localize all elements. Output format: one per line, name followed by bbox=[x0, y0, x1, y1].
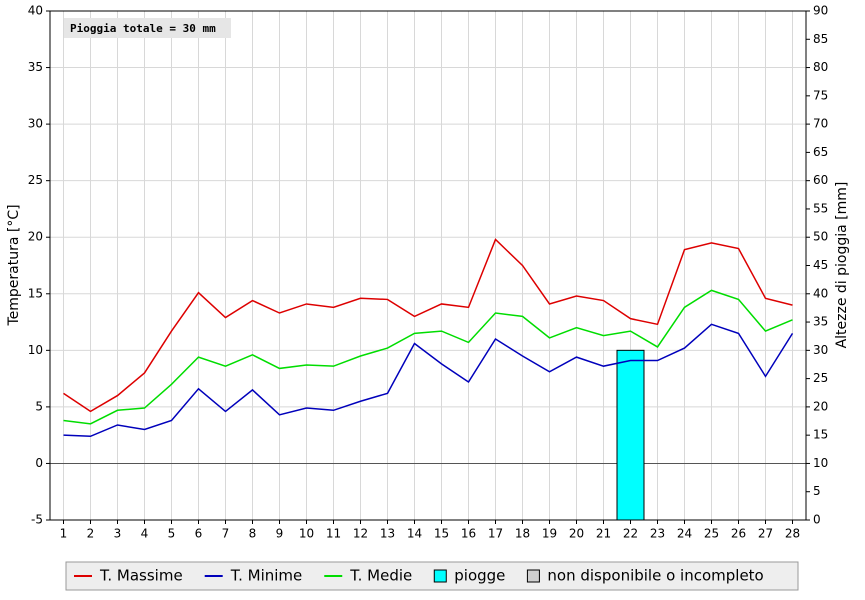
x-tick-label: 22 bbox=[623, 527, 638, 541]
x-tick-label: 16 bbox=[461, 527, 476, 541]
legend-label: piogge bbox=[454, 567, 505, 585]
y2-tick-label: 0 bbox=[813, 513, 821, 527]
x-tick-label: 13 bbox=[380, 527, 395, 541]
legend: T. Massime T. Minime T. Medie piogge non dis… bbox=[74, 567, 764, 585]
legend-label: T. Minime bbox=[230, 567, 303, 585]
legend-label: T. Massime bbox=[99, 567, 183, 585]
y-tick-label: -5 bbox=[31, 513, 43, 527]
y-tick-label: 0 bbox=[35, 456, 43, 470]
line-series bbox=[63, 323, 794, 438]
x-tick-label: 5 bbox=[168, 527, 176, 541]
legend-swatch bbox=[526, 569, 540, 583]
y-tick-label: 5 bbox=[35, 399, 43, 413]
x-tick-label: 25 bbox=[704, 527, 719, 541]
y-tick-label: 25 bbox=[28, 173, 43, 187]
x-tick-label: 3 bbox=[114, 527, 122, 541]
line-series bbox=[63, 238, 793, 413]
legend-box bbox=[65, 561, 799, 591]
x-tick-label: 27 bbox=[758, 527, 773, 541]
x-tick-label: 12 bbox=[353, 527, 368, 541]
legend-label: T. Medie bbox=[349, 567, 412, 585]
y2-tick-label: 25 bbox=[813, 371, 828, 385]
y2-tick-label: 40 bbox=[813, 286, 828, 300]
annotation: Pioggia totale = 30 mm bbox=[70, 22, 216, 35]
x-tick-label: 9 bbox=[276, 527, 284, 541]
y2-tick-label: 15 bbox=[813, 428, 828, 442]
x-tick-label: 11 bbox=[326, 527, 341, 541]
y2-axis-label: Altezze di pioggia [mm] bbox=[834, 182, 850, 349]
annotation-box bbox=[64, 18, 231, 38]
plot-frame bbox=[49, 10, 807, 521]
y2-tick-label: 60 bbox=[813, 173, 828, 187]
x-tick-label: 28 bbox=[785, 527, 800, 541]
x-tick-label: 19 bbox=[542, 527, 557, 541]
x-tick-label: 1 bbox=[60, 527, 68, 541]
y-axis-label: Temperatura [°C] bbox=[6, 204, 22, 326]
legend-swatch bbox=[433, 569, 447, 583]
y-tick-label: 35 bbox=[28, 60, 43, 74]
y2-tick-label: 5 bbox=[813, 484, 821, 498]
y2-tick-label: 20 bbox=[813, 399, 828, 413]
x-tick-label: 17 bbox=[488, 527, 503, 541]
x-tick-label: 10 bbox=[299, 527, 314, 541]
y-tick-label: 20 bbox=[28, 230, 43, 244]
y2-tick-label: 50 bbox=[813, 230, 828, 244]
x-tick-label: 20 bbox=[569, 527, 584, 541]
plot-area bbox=[50, 11, 806, 520]
y-tick-label: 30 bbox=[28, 117, 43, 131]
y2-tick-label: 65 bbox=[813, 145, 828, 159]
grid bbox=[46, 10, 810, 524]
y2-tick-label: 90 bbox=[813, 4, 828, 18]
y-tick-label: 40 bbox=[28, 4, 43, 18]
x-tick-label: 15 bbox=[434, 527, 449, 541]
y2-tick-label: 80 bbox=[813, 60, 828, 74]
y2-tick-label: 70 bbox=[813, 117, 828, 131]
line-series bbox=[63, 289, 793, 425]
y-tick-label: 15 bbox=[28, 286, 43, 300]
x-tick-label: 7 bbox=[222, 527, 230, 541]
x-tick-label: 26 bbox=[731, 527, 746, 541]
x-tick-label: 18 bbox=[515, 527, 530, 541]
x-tick-label: 6 bbox=[195, 527, 203, 541]
x-tick-label: 8 bbox=[249, 527, 257, 541]
x-tick-label: 4 bbox=[141, 527, 149, 541]
y-tick-label: 10 bbox=[28, 343, 43, 357]
x-tick-label: 21 bbox=[596, 527, 611, 541]
x-tick-label: 24 bbox=[677, 527, 692, 541]
y2-tick-label: 35 bbox=[813, 315, 828, 329]
rain-bar bbox=[616, 349, 645, 521]
y2-tick-label: 75 bbox=[813, 88, 828, 102]
y2-tick-label: 45 bbox=[813, 258, 828, 272]
x-tick-label: 23 bbox=[650, 527, 665, 541]
x-tick-label: 2 bbox=[87, 527, 95, 541]
y2-tick-label: 55 bbox=[813, 201, 828, 215]
x-tick-label: 14 bbox=[407, 527, 422, 541]
y2-tick-label: 85 bbox=[813, 32, 828, 46]
legend-label: non disponibile o incompleto bbox=[547, 567, 763, 585]
y2-tick-label: 30 bbox=[813, 343, 828, 357]
y2-tick-label: 10 bbox=[813, 456, 828, 470]
